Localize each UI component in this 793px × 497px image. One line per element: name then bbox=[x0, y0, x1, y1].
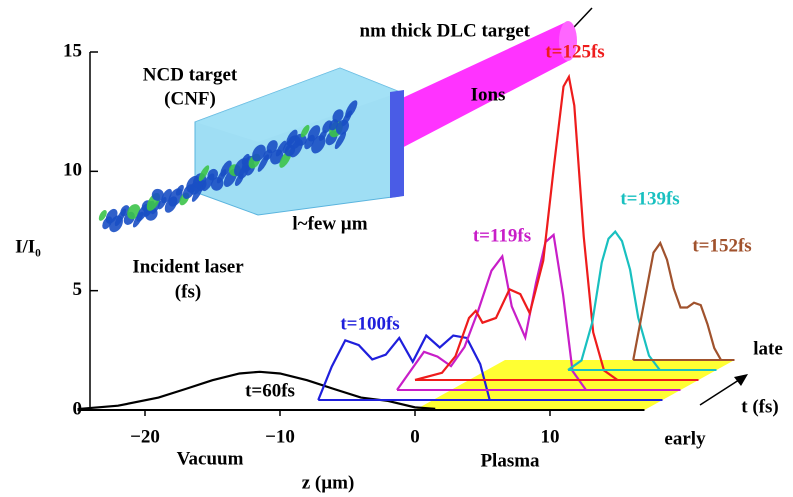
plasma-region bbox=[415, 360, 735, 410]
annotation: early bbox=[664, 428, 706, 449]
annotation: t (fs) bbox=[741, 396, 778, 417]
series-line bbox=[633, 243, 721, 360]
y-tick-label: 15 bbox=[63, 40, 82, 61]
annotation: late bbox=[753, 338, 783, 359]
y-tick-label: 5 bbox=[73, 279, 83, 300]
series-label: t=119fs bbox=[473, 225, 531, 246]
chart: nm thick DLC target NCD target (CNF) Ion… bbox=[0, 0, 793, 497]
annotation: l~few µm bbox=[292, 213, 367, 234]
series-label: t=60fs bbox=[245, 380, 295, 401]
annotation: (CNF) bbox=[164, 88, 216, 109]
x-axis-label: z (µm) bbox=[302, 472, 355, 493]
series-label: t=139fs bbox=[620, 188, 679, 209]
x-tick-label: 10 bbox=[541, 426, 560, 447]
x-tick-label: −20 bbox=[130, 426, 160, 447]
annotation: Vacuum bbox=[177, 448, 244, 469]
annotation: NCD target bbox=[143, 64, 238, 85]
x-tick-label: −10 bbox=[265, 426, 295, 447]
y-tick-label: 10 bbox=[63, 160, 82, 181]
series-label: t=152fs bbox=[692, 235, 751, 256]
annotation: Ions bbox=[471, 84, 506, 105]
time-arrow-head bbox=[734, 374, 748, 386]
annotation: nm thick DLC target bbox=[360, 20, 531, 41]
annotation: (fs) bbox=[175, 281, 201, 302]
annotation: Incident laser bbox=[132, 256, 244, 277]
series-label: t=125fs bbox=[545, 41, 604, 62]
series-line bbox=[568, 232, 660, 370]
series-label: t=100fs bbox=[340, 313, 399, 334]
annotation: Plasma bbox=[480, 450, 540, 471]
dlc-target bbox=[390, 90, 404, 198]
time-arrow bbox=[700, 378, 742, 405]
y-axis-label: I/I₀ bbox=[15, 236, 41, 257]
x-tick-label: 0 bbox=[410, 426, 420, 447]
